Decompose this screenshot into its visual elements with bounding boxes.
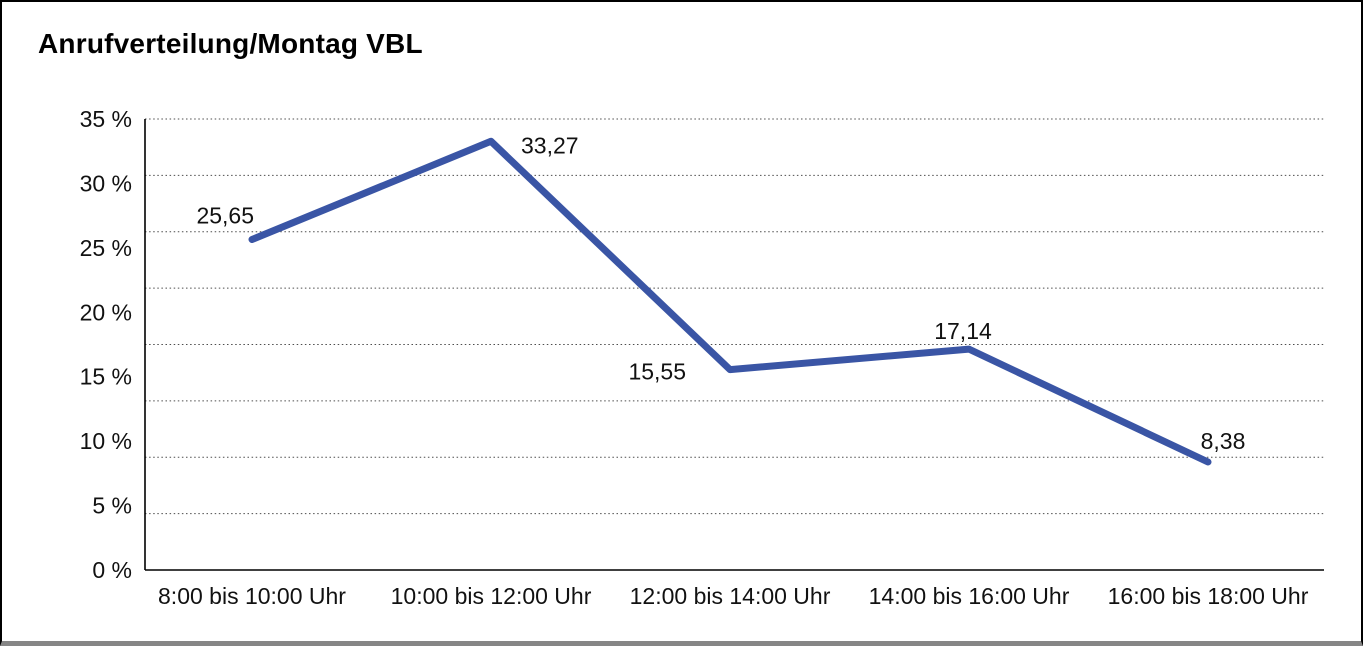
x-category-label: 16:00 bis 18:00 Uhr <box>1108 583 1309 609</box>
y-tick-label: 0 % <box>92 557 132 583</box>
y-tick-label: 30 % <box>80 170 132 196</box>
y-tick-label: 15 % <box>80 364 132 390</box>
data-value-label: 8,38 <box>1201 428 1246 454</box>
series-line <box>248 137 1212 466</box>
data-value-label: 17,14 <box>934 318 992 344</box>
x-category-label: 14:00 bis 16:00 Uhr <box>869 583 1070 609</box>
y-tick-label: 10 % <box>80 428 132 454</box>
y-tick-label: 5 % <box>92 493 132 519</box>
y-tick-label: 20 % <box>80 299 132 325</box>
x-category-label: 10:00 bis 12:00 Uhr <box>391 583 592 609</box>
y-tick-label: 35 % <box>80 106 132 132</box>
x-category-label: 8:00 bis 10:00 Uhr <box>158 583 346 609</box>
data-value-label: 33,27 <box>521 132 579 158</box>
data-value-label: 25,65 <box>196 202 254 228</box>
y-tick-label: 25 % <box>80 235 132 261</box>
data-value-label: 15,55 <box>628 359 686 385</box>
x-category-label: 12:00 bis 14:00 Uhr <box>630 583 831 609</box>
chart-title: Anrufverteilung/Montag VBL <box>38 28 423 59</box>
